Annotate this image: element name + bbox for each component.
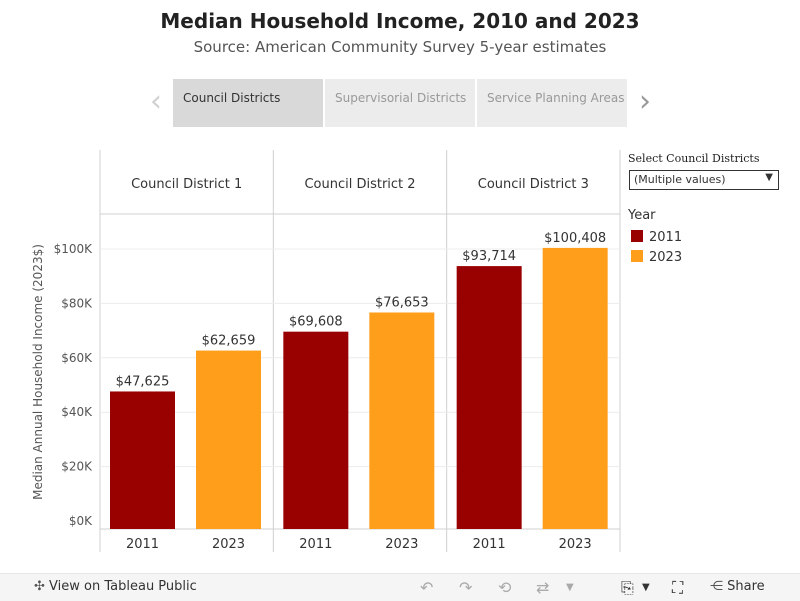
tab-supervisorial-districts[interactable]: Supervisorial Districts bbox=[325, 79, 475, 127]
refresh-dropdown-icon[interactable]: ▼ bbox=[566, 582, 574, 593]
tab-council-districts[interactable]: Council Districts bbox=[173, 79, 323, 127]
y-axis: $0K $20K $40K $60K $80K $100K bbox=[54, 242, 94, 528]
x-tick-label-district-2-2023: 2023 bbox=[385, 537, 418, 552]
x-tick-label-district-3-2011: 2011 bbox=[473, 537, 506, 552]
data-label-district-1-2011: $47,625 bbox=[116, 374, 170, 389]
panel-header-2: Council District 2 bbox=[304, 177, 415, 192]
chart-subtitle: Source: American Community Survey 5-year… bbox=[193, 38, 607, 56]
y-axis-label: Median Annual Household Income (2023$) bbox=[31, 244, 45, 500]
x-tick-label-district-2-2011: 2011 bbox=[299, 537, 332, 552]
bar-district-3-2011 bbox=[456, 266, 522, 529]
gridlines bbox=[100, 248, 620, 468]
dropdown-caret-icon: ▼ bbox=[765, 172, 773, 183]
x-tick-label-district-3-2023: 2023 bbox=[559, 537, 592, 552]
filter-value: (Multiple values) bbox=[634, 173, 726, 186]
tableau-footer: ✣ View on Tableau Public ↶ ↷ ⟲ ⇄ ▼ ⎘ ▼ ⛶… bbox=[0, 573, 800, 601]
view-on-tableau-link[interactable]: ✣ View on Tableau Public bbox=[34, 579, 197, 594]
data-label-district-2-2011: $69,608 bbox=[289, 315, 343, 330]
refresh-icon[interactable]: ⇄ bbox=[536, 578, 550, 597]
x-tick-label-district-1-2023: 2023 bbox=[212, 537, 245, 552]
data-label-district-2-2023: $76,653 bbox=[375, 296, 429, 311]
redo-icon[interactable]: ↷ bbox=[459, 578, 473, 597]
download-icon[interactable]: ⎘ bbox=[621, 578, 634, 597]
legend-swatch-2023 bbox=[631, 250, 643, 262]
panels: Council District 1 $47,625 2011 $62,659 2023… bbox=[110, 177, 608, 552]
y-tick-label-2: $40K bbox=[61, 405, 93, 419]
data-label-district-3-2011: $93,714 bbox=[462, 249, 516, 264]
bar-district-3-2023 bbox=[542, 247, 608, 529]
data-label-district-3-2023: $100,408 bbox=[544, 231, 606, 246]
legend-title: Year bbox=[628, 208, 656, 223]
legend-label-2023: 2023 bbox=[649, 250, 683, 265]
legend-label-2011: 2011 bbox=[649, 230, 683, 245]
panel-header-1: Council District 1 bbox=[131, 177, 242, 192]
tab-service-planning-areas[interactable]: Service Planning Areas bbox=[477, 79, 627, 127]
y-tick-label-5: $100K bbox=[54, 242, 94, 256]
undo-icon[interactable]: ↶ bbox=[420, 578, 434, 597]
council-district-filter-select[interactable]: (Multiple values) ▼ bbox=[629, 170, 779, 190]
y-tick-label-4: $80K bbox=[61, 296, 93, 310]
filter-label: Select Council Districts bbox=[628, 152, 760, 165]
bar-chart: $0K $20K $40K $60K $80K $100K Council Distric… bbox=[31, 150, 621, 552]
chevron-right-icon[interactable]: › bbox=[639, 84, 651, 119]
panel-header-3: Council District 3 bbox=[478, 177, 589, 192]
share-button[interactable]: ⋲ Share bbox=[710, 579, 765, 594]
bar-district-2-2023 bbox=[369, 312, 435, 529]
panel-1: Council District 1 $47,625 2011 $62,659 2023 bbox=[110, 177, 261, 552]
chart-frame bbox=[99, 150, 621, 552]
legend-item-2011: 2011 bbox=[631, 230, 682, 245]
download-dropdown-icon[interactable]: ▼ bbox=[642, 582, 650, 593]
tab-navigation: ‹ Council Districts Supervisorial Distri… bbox=[145, 79, 660, 127]
revert-icon[interactable]: ⟲ bbox=[498, 578, 512, 597]
panel-3: Council District 3 $93,714 2011 $100,408 202… bbox=[456, 177, 608, 552]
bar-district-1-2011 bbox=[110, 391, 175, 529]
y-tick-label-3: $60K bbox=[61, 351, 93, 365]
share-label: Share bbox=[727, 579, 765, 594]
view-on-tableau-label: View on Tableau Public bbox=[49, 579, 197, 594]
bar-district-2-2011 bbox=[283, 331, 349, 529]
bar-district-1-2023 bbox=[196, 350, 261, 529]
fullscreen-icon[interactable]: ⛶ bbox=[672, 578, 684, 597]
y-tick-label-1: $20K bbox=[61, 460, 93, 474]
share-icon: ⋲ bbox=[710, 579, 723, 594]
data-label-district-1-2023: $62,659 bbox=[202, 334, 256, 349]
chart-title: Median Household Income, 2010 and 2023 bbox=[160, 9, 640, 33]
y-tick-label-0: $0K bbox=[69, 514, 93, 528]
x-tick-label-district-1-2011: 2011 bbox=[126, 537, 159, 552]
legend-swatch-2011 bbox=[631, 230, 643, 242]
tableau-logo-icon: ✣ bbox=[34, 579, 45, 594]
chevron-left-icon[interactable]: ‹ bbox=[150, 84, 162, 119]
panel-2: Council District 2 $69,608 2011 $76,653 2023 bbox=[283, 177, 435, 552]
legend-item-2023: 2023 bbox=[631, 250, 682, 265]
